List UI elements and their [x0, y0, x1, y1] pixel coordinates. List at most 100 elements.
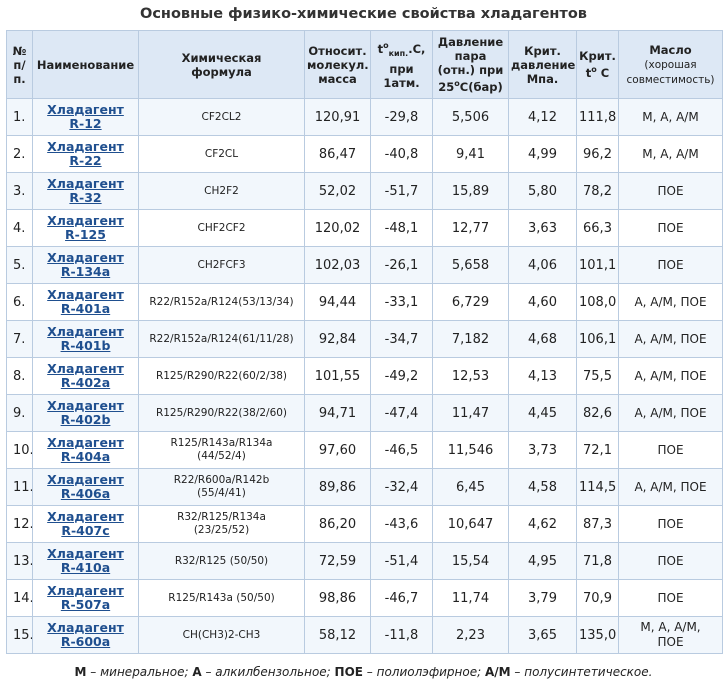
cell-boil: -34,7 [370, 320, 433, 358]
cell-crit-p: 4,13 [508, 357, 577, 395]
formula-line: R125/R290/R22(60/2/38) [155, 369, 288, 382]
cell-crit-t: 96,2 [576, 135, 619, 173]
refrigerant-link[interactable]: Хладагент R-12 [47, 102, 124, 131]
cell-oil: ПОЕ [618, 542, 723, 580]
cell-crit-t: 72,1 [576, 431, 619, 469]
formula-line: (23/25/52) [193, 524, 250, 536]
refrigerant-link[interactable]: Хладагент R-407c [47, 509, 124, 538]
refrigerant-link[interactable]: Хладагент R-402a [47, 361, 124, 390]
refrigerant-link[interactable]: Хладагент R-410a [47, 546, 124, 575]
cell-mass: 89,86 [304, 468, 371, 506]
refrigerant-link-code: R-410a [60, 560, 111, 575]
table-row: 7. Хладагент R-401b R22/R152a/R124(61/11/28… [6, 320, 723, 358]
cell-crit-p: 4,06 [508, 246, 577, 284]
oil-line: ПОЕ [657, 257, 684, 272]
table-row: 5. Хладагент R-134a CH2FCF3 102,03 -26,1 5,658… [6, 246, 723, 284]
header-critical-pressure: Крит. давление Мпа. [508, 30, 577, 99]
cell-num: 9. [6, 394, 33, 432]
cell-crit-t: 111,8 [576, 98, 619, 136]
cell-crit-t: 70,9 [576, 579, 619, 617]
cell-oil: M, A, A/M [618, 98, 723, 136]
cell-pressure: 11,47 [432, 394, 509, 432]
refrigerant-link[interactable]: Хладагент R-125 [47, 213, 124, 242]
refrigerant-link[interactable]: Хладагент R-404a [47, 435, 124, 464]
cell-formula: R22/R600a/R142b (55/4/41) [138, 468, 305, 506]
table-row: 15. Хладагент R-600a CH(CH3)2-CH3 58,12 -11,8… [6, 616, 723, 654]
cell-name: Хладагент R-404a [32, 431, 139, 469]
cell-oil: ПОЕ [618, 172, 723, 210]
refrigerant-link-label: Хладагент [47, 509, 124, 524]
cell-mass: 120,02 [304, 209, 371, 247]
refrigerant-table: № п/ п. Наименование Химическая формула … [6, 30, 723, 654]
oil-line: A, A/M, ПОЕ [634, 294, 707, 309]
cell-crit-t: 78,2 [576, 172, 619, 210]
cell-formula: CHF2CF2 [138, 209, 305, 247]
cell-mass: 94,71 [304, 394, 371, 432]
cell-pressure: 10,647 [432, 505, 509, 543]
refrigerant-link[interactable]: Хладагент R-32 [47, 176, 124, 205]
cell-oil: A, A/M, ПОЕ [618, 357, 723, 395]
cell-crit-p: 3,73 [508, 431, 577, 469]
refrigerant-link-label: Хладагент [47, 361, 124, 376]
refrigerant-link[interactable]: Хладагент R-406a [47, 472, 124, 501]
cell-mass: 86,20 [304, 505, 371, 543]
refrigerant-link[interactable]: Хладагент R-401a [47, 287, 124, 316]
cell-num: 10. [6, 431, 33, 469]
cell-oil: ПОЕ [618, 209, 723, 247]
cell-boil: -32,4 [370, 468, 433, 506]
cell-oil: M, A, A/M [618, 135, 723, 173]
cell-crit-p: 4,62 [508, 505, 577, 543]
cell-mass: 86,47 [304, 135, 371, 173]
cell-boil: -48,1 [370, 209, 433, 247]
table-row: 1. Хладагент R-12 CF2CL2 120,91 -29,8 5,506 4,1… [6, 98, 723, 136]
cell-mass: 52,02 [304, 172, 371, 210]
header-formula: Химическая формула [138, 30, 305, 99]
formula-line: R125/R143a (50/50) [168, 591, 275, 604]
cell-crit-p: 4,95 [508, 542, 577, 580]
cell-boil: -11,8 [370, 616, 433, 654]
cell-mass: 58,12 [304, 616, 371, 654]
refrigerant-link-label: Хладагент [47, 213, 124, 228]
cell-pressure: 12,53 [432, 357, 509, 395]
header-vapor-pressure: Давление пара (отн.) при 25оС(бар) [432, 30, 509, 99]
oil-line: ПОЕ [657, 553, 684, 568]
refrigerant-link[interactable]: Хладагент R-402b [47, 398, 124, 427]
cell-formula: R22/R152a/R124(61/11/28) [138, 320, 305, 358]
refrigerant-link[interactable]: Хладагент R-22 [47, 139, 124, 168]
cell-pressure: 6,729 [432, 283, 509, 321]
refrigerant-link-code: R-12 [69, 116, 102, 131]
formula-line: CH2FCF3 [197, 258, 246, 271]
refrigerant-link[interactable]: Хладагент R-134a [47, 250, 124, 279]
cell-formula: R125/R290/R22(38/2/60) [138, 394, 305, 432]
table-row: 3. Хладагент R-32 CH2F2 52,02 -51,7 15,89 5,80 7… [6, 172, 723, 210]
refrigerant-link[interactable]: Хладагент R-401b [47, 324, 124, 353]
oil-line: A, A/M, ПОЕ [634, 479, 707, 494]
oil-line: A, A/M, ПОЕ [634, 405, 707, 420]
formula-line: R22/R600a/R142b [173, 474, 270, 486]
refrigerant-link[interactable]: Хладагент R-600a [47, 620, 124, 649]
formula-line: CH2F2 [204, 184, 239, 197]
cell-num: 13. [6, 542, 33, 580]
refrigerant-link[interactable]: Хладагент R-507a [47, 583, 124, 612]
cell-oil: A, A/M, ПОЕ [618, 320, 723, 358]
refrigerant-link-code: R-125 [65, 227, 106, 242]
cell-crit-p: 4,58 [508, 468, 577, 506]
refrigerant-link-label: Хладагент [47, 102, 124, 117]
cell-oil: ПОЕ [618, 246, 723, 284]
cell-crit-t: 106,1 [576, 320, 619, 358]
refrigerant-link-label: Хладагент [47, 583, 124, 598]
cell-mass: 92,84 [304, 320, 371, 358]
oil-line: A, A/M, ПОЕ [634, 331, 707, 346]
cell-crit-p: 4,68 [508, 320, 577, 358]
cell-num: 7. [6, 320, 33, 358]
table-row: 10. Хладагент R-404a R125/R143a/R134a (44/52… [6, 431, 723, 469]
table-row: 11. Хладагент R-406a R22/R600a/R142b (55/4/4… [6, 468, 723, 506]
cell-crit-t: 71,8 [576, 542, 619, 580]
oil-line: M, A, A/M [642, 109, 699, 124]
oil-line: M, A, A/M [642, 146, 699, 161]
cell-crit-t: 75,5 [576, 357, 619, 395]
cell-boil: -49,2 [370, 357, 433, 395]
cell-crit-t: 108,0 [576, 283, 619, 321]
cell-oil: M, A, A/M, ПОЕ [618, 616, 723, 654]
table-row: 4. Хладагент R-125 CHF2CF2 120,02 -48,1 12,77 3… [6, 209, 723, 247]
